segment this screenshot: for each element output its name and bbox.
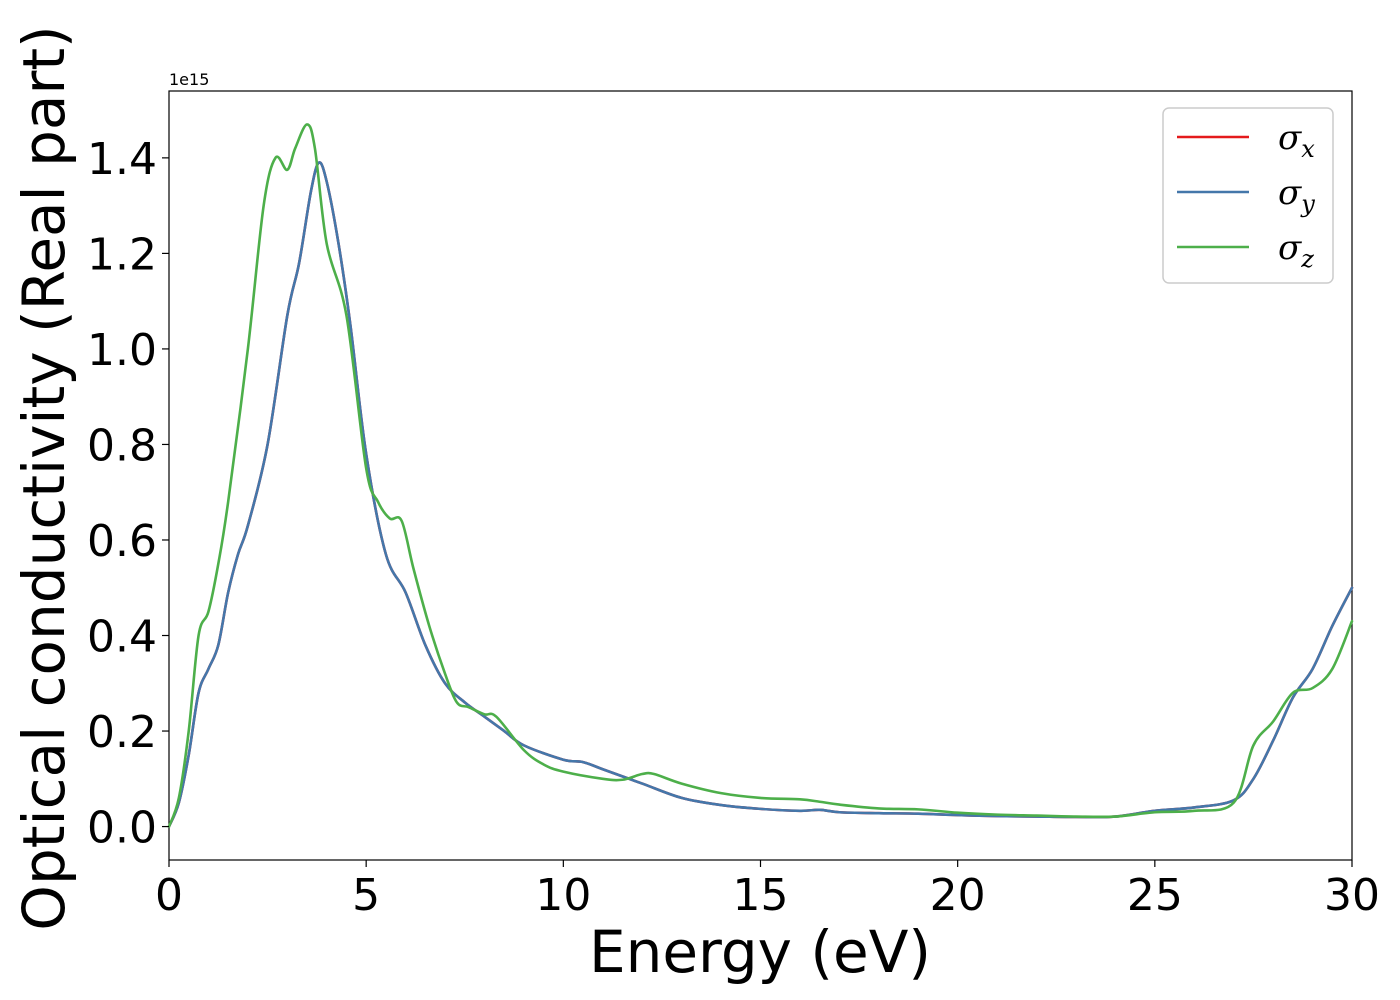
legend-label-x: σx — [1278, 118, 1315, 163]
y-tick-label: 0.2 — [87, 707, 157, 758]
legend-frame — [1162, 107, 1334, 284]
y-tick-label: 1.2 — [87, 229, 157, 280]
y-offset-label: 1e15 — [169, 70, 209, 89]
y-tick-label: 0.4 — [87, 612, 157, 663]
y-tick-label: 1.4 — [87, 134, 157, 185]
legend-label-y: σy — [1278, 173, 1315, 218]
series-layer — [167, 123, 1354, 828]
legend-items: σx σy σz — [1177, 118, 1315, 273]
x-tick-label: 30 — [1324, 870, 1380, 921]
x-tick-label: 10 — [535, 870, 591, 921]
y-tick-label: 0.0 — [87, 803, 157, 854]
y-axis-label: Optical conductivity (Real part) — [10, 25, 78, 930]
y-tick-label: 1.0 — [87, 325, 157, 376]
y-tick-label: 0.8 — [87, 420, 157, 471]
legend: σx σy σz — [1162, 107, 1334, 284]
x-tick-label: 15 — [733, 870, 789, 921]
legend-label-z: σz — [1278, 228, 1314, 273]
x-tick-label: 5 — [352, 870, 380, 921]
x-tick-label: 0 — [155, 870, 183, 921]
y-axis: 0.0 0.2 0.4 0.6 0.8 1.0 1.2 1.4 — [87, 134, 169, 854]
y-tick-label: 0.6 — [87, 516, 157, 567]
x-axis-label: Energy (eV) — [589, 918, 931, 986]
x-tick-label: 20 — [930, 870, 986, 921]
x-axis: 0 5 10 15 20 25 30 — [155, 860, 1380, 921]
series-line-z — [167, 123, 1354, 828]
x-tick-label: 25 — [1127, 870, 1183, 921]
